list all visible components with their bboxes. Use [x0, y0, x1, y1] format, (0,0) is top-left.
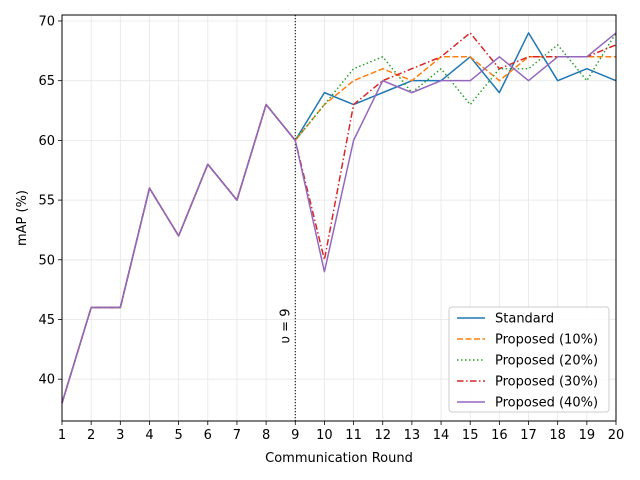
x-tick-label: 15 — [462, 428, 479, 443]
x-tick-label: 5 — [174, 428, 182, 443]
legend-label-1: Proposed (10%) — [495, 333, 598, 348]
axis-ticks: 1 2 3 4 5 6 7 8 9 10 11 12 13 14 15 16 17 18 19 20404550556… — [38, 14, 624, 443]
x-tick-label: 12 — [374, 428, 391, 443]
x-tick-label: 2 — [87, 428, 95, 443]
series-line-4 — [61, 32, 617, 404]
series-line-1 — [61, 56, 616, 404]
y-tick-label: 45 — [38, 313, 55, 328]
y-tick-label: 50 — [38, 253, 55, 268]
y-tick-label: 55 — [38, 194, 55, 209]
legend-box — [448, 306, 610, 413]
x-tick-label: 19 — [579, 428, 596, 443]
x-tick-label: 17 — [520, 428, 537, 443]
series-lines — [61, 32, 617, 404]
y-axis-label: mAP (%) — [15, 190, 30, 246]
x-tick-label: 9 — [291, 428, 299, 443]
x-tick-label: 13 — [404, 428, 421, 443]
x-tick-label: 10 — [316, 428, 333, 443]
x-tick-label: 8 — [262, 428, 270, 443]
y-tick-label: 70 — [38, 14, 55, 29]
legend-label-3: Proposed (30%) — [495, 375, 598, 390]
x-tick-label: 16 — [491, 428, 508, 443]
y-tick-label: 40 — [38, 373, 55, 388]
legend-label-0: Standard — [495, 312, 554, 327]
x-tick-label: 20 — [608, 428, 625, 443]
legend: Standard Proposed (10%) Proposed (20%) Prop… — [448, 306, 610, 413]
legend-label-2: Proposed (20%) — [495, 354, 598, 369]
x-tick-label: 14 — [433, 428, 450, 443]
x-tick-label: 4 — [145, 428, 153, 443]
x-tick-label: 3 — [116, 428, 124, 443]
y-tick-label: 65 — [38, 74, 55, 89]
x-tick-label: 6 — [204, 428, 212, 443]
x-tick-label: 18 — [549, 428, 566, 443]
y-tick-label: 60 — [38, 134, 55, 149]
x-tick-label: 11 — [345, 428, 362, 443]
x-tick-label: 7 — [233, 428, 241, 443]
plot-frame — [61, 14, 617, 422]
x-tick-label: 1 — [58, 428, 66, 443]
x-axis-label: Communication Round — [265, 451, 413, 466]
legend-label-4: Proposed (40%) — [495, 396, 598, 411]
threshold-annotation: υ = 9 — [278, 309, 293, 344]
